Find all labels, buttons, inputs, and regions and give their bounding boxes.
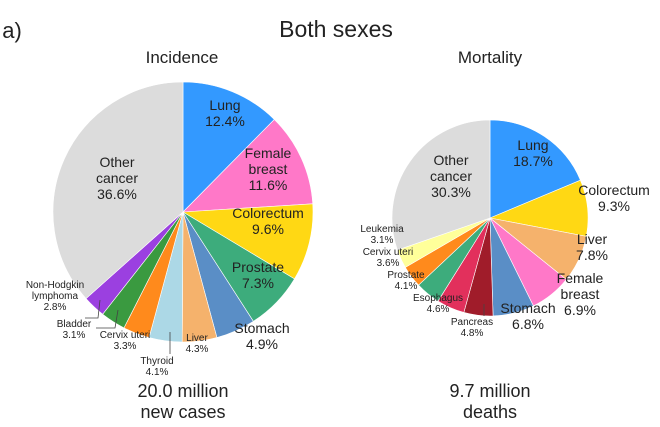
label-mor-liver: Liver 7.8% (576, 231, 608, 264)
label-mor-prostate: Prostate 4.1% (387, 270, 425, 292)
label-inc-prostate: Prostate 7.3% (231, 259, 285, 292)
label-mor-esophagus: Esophagus 4.6% (412, 293, 464, 315)
label-inc-nhl: Non-Hodgkin lymphoma 2.8% (25, 280, 85, 313)
main-title: Both sexes (279, 16, 393, 42)
label-mor-cervix: Cervix uteri 3.6% (362, 247, 414, 269)
label-mor-colorectum: Colorectum 9.3% (578, 182, 650, 215)
slice-female-breast (182, 119, 314, 213)
label-inc-colorectum: Colorectum 9.6% (232, 205, 304, 238)
label-inc-liver: Liver 4.3% (185, 333, 209, 355)
slice-lung (489, 119, 581, 219)
label-inc-cervix: Cervix uteri 3.3% (99, 330, 151, 352)
label-mor-leukemia: Leukemia 3.1% (360, 224, 404, 246)
label-mor-breast: Female breast 6.9% (556, 270, 604, 319)
leader-bladder (96, 309, 119, 329)
label-inc-breast: Female breast 11.6% (244, 145, 292, 194)
panel-label: a) (2, 18, 22, 43)
label-mor-other: Other cancer 30.3% (429, 152, 473, 201)
slice-other-cancer (52, 81, 184, 300)
label-mor-stomach: Stomach 6.8% (500, 300, 556, 333)
mortality-total: 9.7 million deaths (449, 381, 531, 422)
slice-other-cancer (391, 119, 491, 251)
incidence-pie (52, 81, 314, 343)
incidence-total: 20.0 million new cases (137, 381, 229, 422)
slice-colorectum (182, 203, 314, 280)
label-inc-lung: Lung 12.4% (205, 97, 245, 130)
leader-lines (85, 299, 485, 354)
label-inc-other: Other cancer 36.6% (95, 154, 139, 203)
label-mor-lung: Lung 18.7% (513, 137, 553, 170)
label-mor-pancreas: Pancreas 4.8% (450, 317, 494, 339)
label-inc-bladder: Bladder 3.1% (56, 319, 92, 341)
label-inc-thyroid: Thyroid 4.1% (140, 356, 174, 378)
slice-lung (182, 81, 275, 213)
incidence-title: Incidence (145, 48, 219, 67)
mortality-pie (391, 119, 589, 317)
leader-nhl (85, 299, 101, 319)
label-inc-stomach: Stomach 4.9% (234, 320, 290, 353)
mortality-title: Mortality (457, 48, 523, 67)
